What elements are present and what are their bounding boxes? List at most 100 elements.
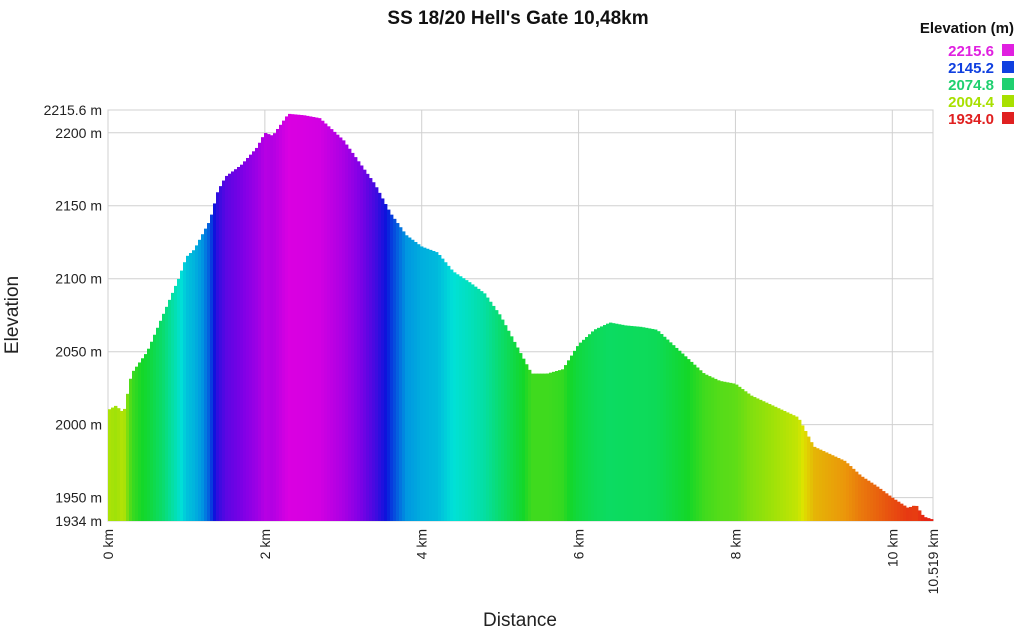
elevation-strip: [237, 166, 241, 521]
elevation-strip: [510, 336, 514, 521]
elevation-strip: [531, 373, 535, 521]
elevation-strip: [108, 409, 112, 521]
legend-swatch: [1002, 44, 1014, 56]
elevation-strip: [501, 319, 505, 521]
elevation-strip: [369, 178, 373, 521]
elevation-strip: [345, 144, 349, 522]
elevation-strip: [774, 406, 778, 521]
elevation-strip: [825, 452, 829, 521]
elevation-strip: [657, 331, 661, 521]
elevation-strip: [777, 408, 781, 521]
elevation-strip: [363, 169, 367, 521]
elevation-strip: [396, 223, 400, 521]
elevation-strip: [252, 151, 256, 521]
elevation-strip: [819, 449, 823, 521]
y-tick-label: 2215.6 m: [44, 102, 102, 118]
elevation-strip: [585, 337, 589, 521]
elevation-strip: [849, 466, 853, 521]
elevation-strip: [189, 253, 193, 521]
elevation-strip: [792, 415, 796, 521]
elevation-strip: [390, 214, 394, 521]
x-axis-label: Distance: [483, 610, 557, 630]
elevation-strip: [366, 173, 370, 521]
elevation-strip: [444, 262, 448, 521]
elevation-strip: [666, 339, 670, 521]
elevation-strip: [372, 182, 376, 521]
elevation-strip: [879, 488, 883, 521]
elevation-strip: [834, 456, 838, 521]
elevation-strip: [411, 239, 415, 522]
elevation-strip: [888, 495, 892, 521]
elevation-strip: [915, 505, 919, 521]
x-tick-label: 4 km: [414, 529, 430, 559]
elevation-strip: [303, 115, 307, 521]
elevation-strip: [219, 186, 223, 521]
elevation-strip: [897, 501, 901, 521]
elevation-strip: [780, 409, 784, 521]
elevation-strip: [822, 451, 826, 521]
elevation-strip: [927, 518, 931, 521]
elevation-strip: [630, 325, 634, 521]
elevation-strip: [387, 209, 391, 521]
elevation-strip: [885, 493, 889, 521]
elevation-strip: [135, 366, 139, 521]
elevation-strip: [294, 114, 298, 521]
y-tick-label: 2100 m: [55, 271, 102, 287]
elevation-strip: [522, 358, 526, 521]
elevation-strip: [249, 154, 253, 521]
elevation-strip: [270, 135, 274, 521]
elevation-strip: [681, 353, 685, 521]
elevation-strip: [147, 348, 151, 521]
elevation-strip: [168, 299, 172, 521]
elevation-strip: [402, 231, 406, 521]
elevation-strip: [807, 436, 811, 521]
elevation-strip: [306, 115, 310, 522]
elevation-strip: [837, 458, 841, 521]
elevation-strip: [720, 381, 724, 521]
elevation-strip: [384, 204, 388, 521]
elevation-strip: [405, 235, 409, 521]
elevation-strip: [741, 389, 745, 521]
legend: Elevation (m) 2215.62145.22074.82004.419…: [920, 20, 1014, 128]
elevation-strip: [471, 284, 475, 521]
elevation-strip: [891, 497, 895, 521]
elevation-strip: [420, 246, 424, 522]
elevation-strip: [357, 161, 361, 522]
elevation-strip: [855, 471, 859, 521]
elevation-strip: [165, 306, 169, 521]
elevation-strip: [786, 412, 790, 521]
elevation-strip: [333, 131, 337, 521]
elevation-strip: [723, 381, 727, 521]
elevation-strip: [201, 234, 205, 521]
elevation-strip: [258, 142, 262, 521]
elevation-strip: [588, 334, 592, 521]
x-tick-label: 6 km: [571, 529, 587, 559]
elevation-strip: [114, 405, 118, 521]
elevation-strip: [276, 128, 280, 521]
elevation-strip: [228, 173, 232, 521]
elevation-strip: [417, 244, 421, 521]
elevation-strip: [120, 410, 124, 521]
elevation-strip: [489, 301, 493, 521]
elevation-strip: [255, 147, 259, 521]
elevation-strip: [555, 370, 559, 521]
elevation-strip: [213, 203, 217, 521]
elevation-strip: [267, 134, 271, 521]
elevation-strip: [864, 478, 868, 521]
elevation-strip: [132, 370, 136, 521]
elevation-strip: [174, 285, 178, 521]
elevation-strip: [216, 192, 220, 522]
elevation-strip: [546, 373, 550, 521]
elevation-strip: [873, 484, 877, 521]
elevation-strip: [180, 270, 184, 521]
legend-label: 2145.2: [948, 60, 994, 77]
elevation-strip: [525, 364, 529, 521]
elevation-strip: [651, 328, 655, 521]
elevation-strip: [375, 187, 379, 521]
elevation-strip: [675, 347, 679, 521]
axes: 1934 m 1950 m 2000 m 2050 m 2100 m 2150 m 2200…: [44, 102, 941, 594]
elevation-strip: [576, 346, 580, 521]
elevation-strip: [843, 460, 847, 521]
elevation-strip: [801, 425, 805, 521]
elevation-strip: [423, 247, 427, 521]
